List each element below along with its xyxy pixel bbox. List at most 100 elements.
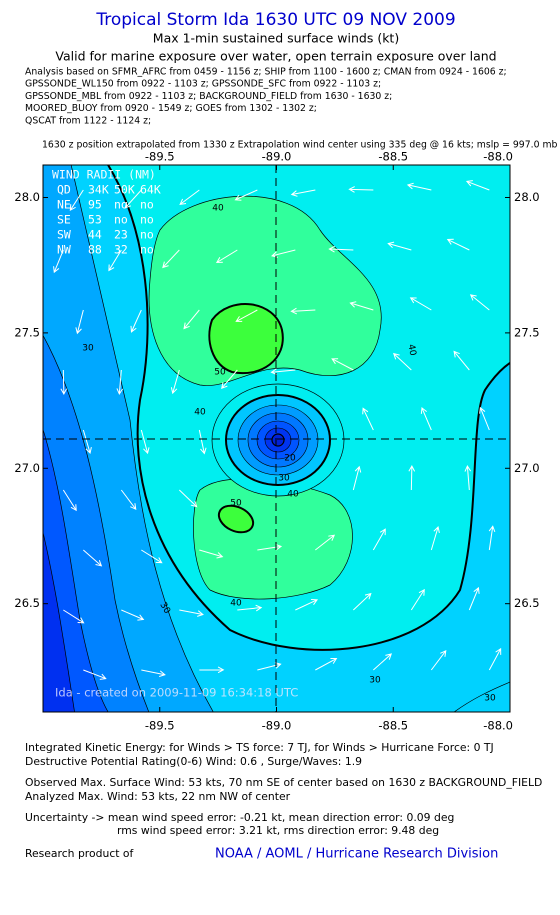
wind-arrow — [270, 368, 296, 376]
x-tick-label: -88.5 — [378, 150, 408, 164]
wind-arrow — [237, 604, 263, 612]
x-tick-label: -88.5 — [378, 719, 408, 733]
wind-radii-cell: 44 — [88, 228, 102, 242]
wind-arrow — [295, 598, 319, 611]
wind-arrow — [352, 465, 362, 491]
position-note: 1630 z position extrapolated from 1330 z… — [42, 140, 558, 151]
y-tick-label: 27.5 — [14, 325, 40, 339]
title: Tropical Storm Ida 1630 UTC 09 NOV 2009 — [95, 10, 455, 30]
y-tick-label: 26.5 — [14, 596, 40, 610]
wind-arrow — [62, 489, 77, 512]
wind-arrow — [141, 549, 163, 564]
wind-radii-cell: SE — [57, 213, 71, 227]
wind-arrow — [83, 669, 107, 680]
contour-label: 40 — [194, 408, 206, 418]
analysis-line: QSCAT from 1122 - 1124 z; — [25, 115, 151, 126]
x-tick-label: -89.5 — [145, 150, 175, 164]
x-tick-label: -88.0 — [483, 719, 513, 733]
wind-arrow — [410, 588, 425, 611]
x-tick-label: -88.0 — [483, 150, 513, 164]
wind-arrow — [75, 309, 84, 335]
wind-arrow — [406, 182, 432, 191]
x-tick-label: -89.0 — [262, 719, 292, 733]
band-40kt — [193, 478, 353, 600]
research-note: Research product of — [25, 847, 134, 860]
wind-arrow — [331, 358, 354, 371]
wind-arrow — [215, 249, 238, 264]
wind-arrow — [453, 350, 470, 371]
wind-arrow — [409, 297, 432, 311]
dpr: Destructive Potential Rating(0-6) Wind: … — [25, 755, 362, 768]
wind-arrow — [315, 534, 336, 551]
subtitle: Max 1-min sustained surface winds (kt) — [153, 31, 399, 46]
wind-arrow — [179, 609, 204, 617]
wind-radii-title: WIND RADII (NM) — [52, 168, 156, 182]
wind-radii-header: 50K — [114, 183, 135, 197]
wind-radii-header: 64K — [140, 183, 161, 197]
wind-arrow — [290, 189, 316, 197]
wind-arrow — [116, 369, 124, 395]
wind-arrow — [393, 352, 412, 371]
wind-radii-cell: 53 — [88, 213, 102, 227]
wind-vectors — [53, 180, 502, 680]
wind-radii-cell: 23 — [114, 228, 128, 242]
ike: Integrated Kinetic Energy: for Winds > T… — [25, 741, 494, 754]
band-15kt — [43, 530, 75, 712]
wind-arrow — [348, 186, 374, 193]
organization: NOAA / AOML / Hurricane Research Divisio… — [215, 847, 498, 862]
wind-arrow — [465, 180, 490, 191]
band-50kt — [217, 504, 255, 534]
analysis-line: GPSSONDE_MBL from 0922 - 1103 z; BACKGRO… — [25, 91, 392, 102]
wind-arrow — [328, 245, 354, 253]
wind-arrow — [469, 294, 490, 311]
wind-arrow — [372, 653, 393, 671]
wind-arrow — [464, 465, 472, 491]
wind-arrow — [120, 489, 137, 511]
analysis-line: MOORED_BUOY from 0920 - 1549 z; GOES fro… — [25, 103, 317, 114]
wind-radii-header: 34K — [88, 183, 109, 197]
contour-label: 50 — [230, 499, 242, 509]
y-tick-label: 28.0 — [514, 190, 540, 204]
wind-radii-cell: no — [114, 198, 128, 212]
contour-label: 30 — [82, 344, 94, 354]
contour-label: 30 — [278, 474, 290, 484]
analyzed-max: Analyzed Max. Wind: 53 kts, 22 nm NW of … — [25, 790, 291, 803]
y-tick-label: 27.0 — [14, 461, 40, 475]
wind-arrow — [349, 301, 374, 311]
wind-arrow — [488, 647, 502, 671]
wind-arrow — [121, 609, 145, 621]
wind-arrow — [430, 525, 440, 551]
contour-label: 20 — [284, 454, 296, 464]
wind-arrow — [446, 238, 470, 251]
wind-arrow — [257, 543, 283, 551]
wind-arrow — [408, 464, 416, 491]
wind-arrow — [352, 592, 372, 611]
wind-arrow — [257, 662, 282, 671]
rms-error: rms wind speed error: 3.21 kt, rms direc… — [117, 824, 439, 837]
contour-label: 30 — [369, 676, 381, 686]
wind-arrow — [53, 249, 64, 274]
observed-max: Observed Max. Surface Wind: 53 kts, 70 n… — [25, 776, 542, 789]
wind-arrow — [83, 549, 103, 567]
contour-line — [453, 681, 510, 712]
wind-arrow — [430, 650, 447, 671]
wind-arrow — [183, 309, 200, 330]
uncertainty: Uncertainty -> mean wind speed error: -0… — [25, 811, 454, 824]
y-tick-label: 27.0 — [514, 461, 540, 475]
wind-arrow — [179, 189, 200, 205]
wind-arrow — [141, 669, 166, 678]
y-tick-label: 27.5 — [514, 325, 540, 339]
contour-label: 40 — [287, 490, 299, 500]
wind-arrow — [221, 369, 238, 390]
wind-arrow — [290, 307, 316, 315]
contour-label: 40 — [230, 599, 242, 609]
wind-radii-cell: NE — [57, 198, 71, 212]
wind-radii-cell: no — [140, 243, 154, 257]
wind-arrow — [479, 406, 490, 431]
wind-arrow — [387, 241, 412, 251]
wind-radii-cell: no — [140, 198, 154, 212]
analysis-line: GPSSONDE_WL150 from 0922 - 1103 z; GPSSO… — [25, 79, 381, 90]
wind-arrow — [63, 609, 85, 624]
storm-center — [271, 433, 285, 447]
